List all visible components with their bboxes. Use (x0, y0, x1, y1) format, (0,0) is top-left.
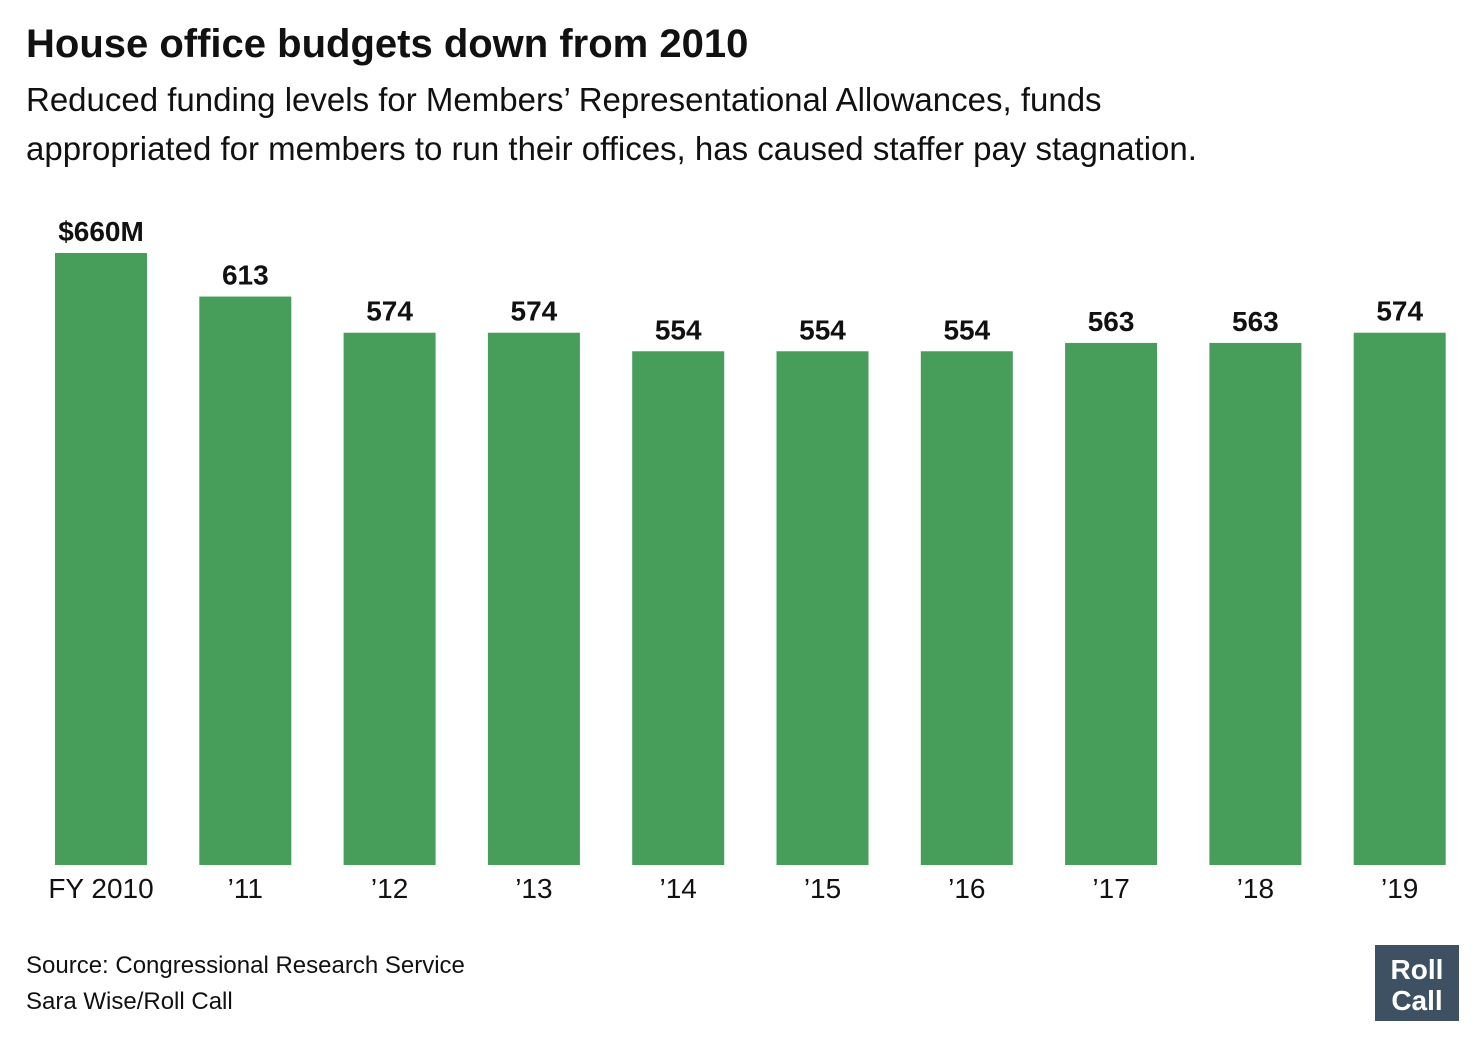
bar (487, 332, 580, 865)
source-note: Source: Congressional Research Service (26, 952, 465, 979)
bar (920, 351, 1013, 866)
value-label: 613 (222, 260, 269, 291)
x-tick-label: ’11 (228, 873, 263, 904)
value-label: 563 (1088, 306, 1135, 337)
value-label: 563 (1232, 306, 1279, 337)
logo-text: Roll (1391, 954, 1444, 985)
bar (632, 351, 725, 866)
value-label: 574 (366, 296, 413, 327)
logo-text: Call (1391, 985, 1442, 1016)
x-tick-label: ’12 (371, 873, 408, 904)
value-label: 554 (943, 314, 990, 345)
value-label: 574 (511, 296, 558, 327)
x-tick-label: ’19 (1381, 873, 1418, 904)
x-tick-label: ’14 (660, 873, 697, 904)
bar (343, 332, 436, 865)
value-label: 554 (799, 314, 846, 345)
bar (1353, 332, 1446, 865)
value-label: $660M (58, 216, 144, 247)
bar (199, 296, 292, 866)
value-label: 554 (655, 314, 702, 345)
value-label: 574 (1376, 296, 1423, 327)
x-tick-label: ’13 (515, 873, 552, 904)
bar (1209, 342, 1302, 865)
bar (55, 252, 147, 865)
x-tick-label: ’17 (1092, 873, 1129, 904)
x-tick-label: ’16 (948, 873, 985, 904)
chart-subtitle: appropriated for members to run their of… (26, 130, 1197, 167)
x-tick-label: ’15 (804, 873, 841, 904)
credit-note: Sara Wise/Roll Call (26, 988, 233, 1015)
x-tick-label: FY 2010 (48, 873, 153, 904)
bar (1065, 342, 1158, 865)
x-tick-label: ’18 (1237, 873, 1274, 904)
chart-subtitle: Reduced funding levels for Members’ Repr… (26, 81, 1102, 118)
bar (776, 351, 869, 866)
chart-title: House office budgets down from 2010 (26, 22, 748, 66)
logo-box (1375, 945, 1459, 1021)
